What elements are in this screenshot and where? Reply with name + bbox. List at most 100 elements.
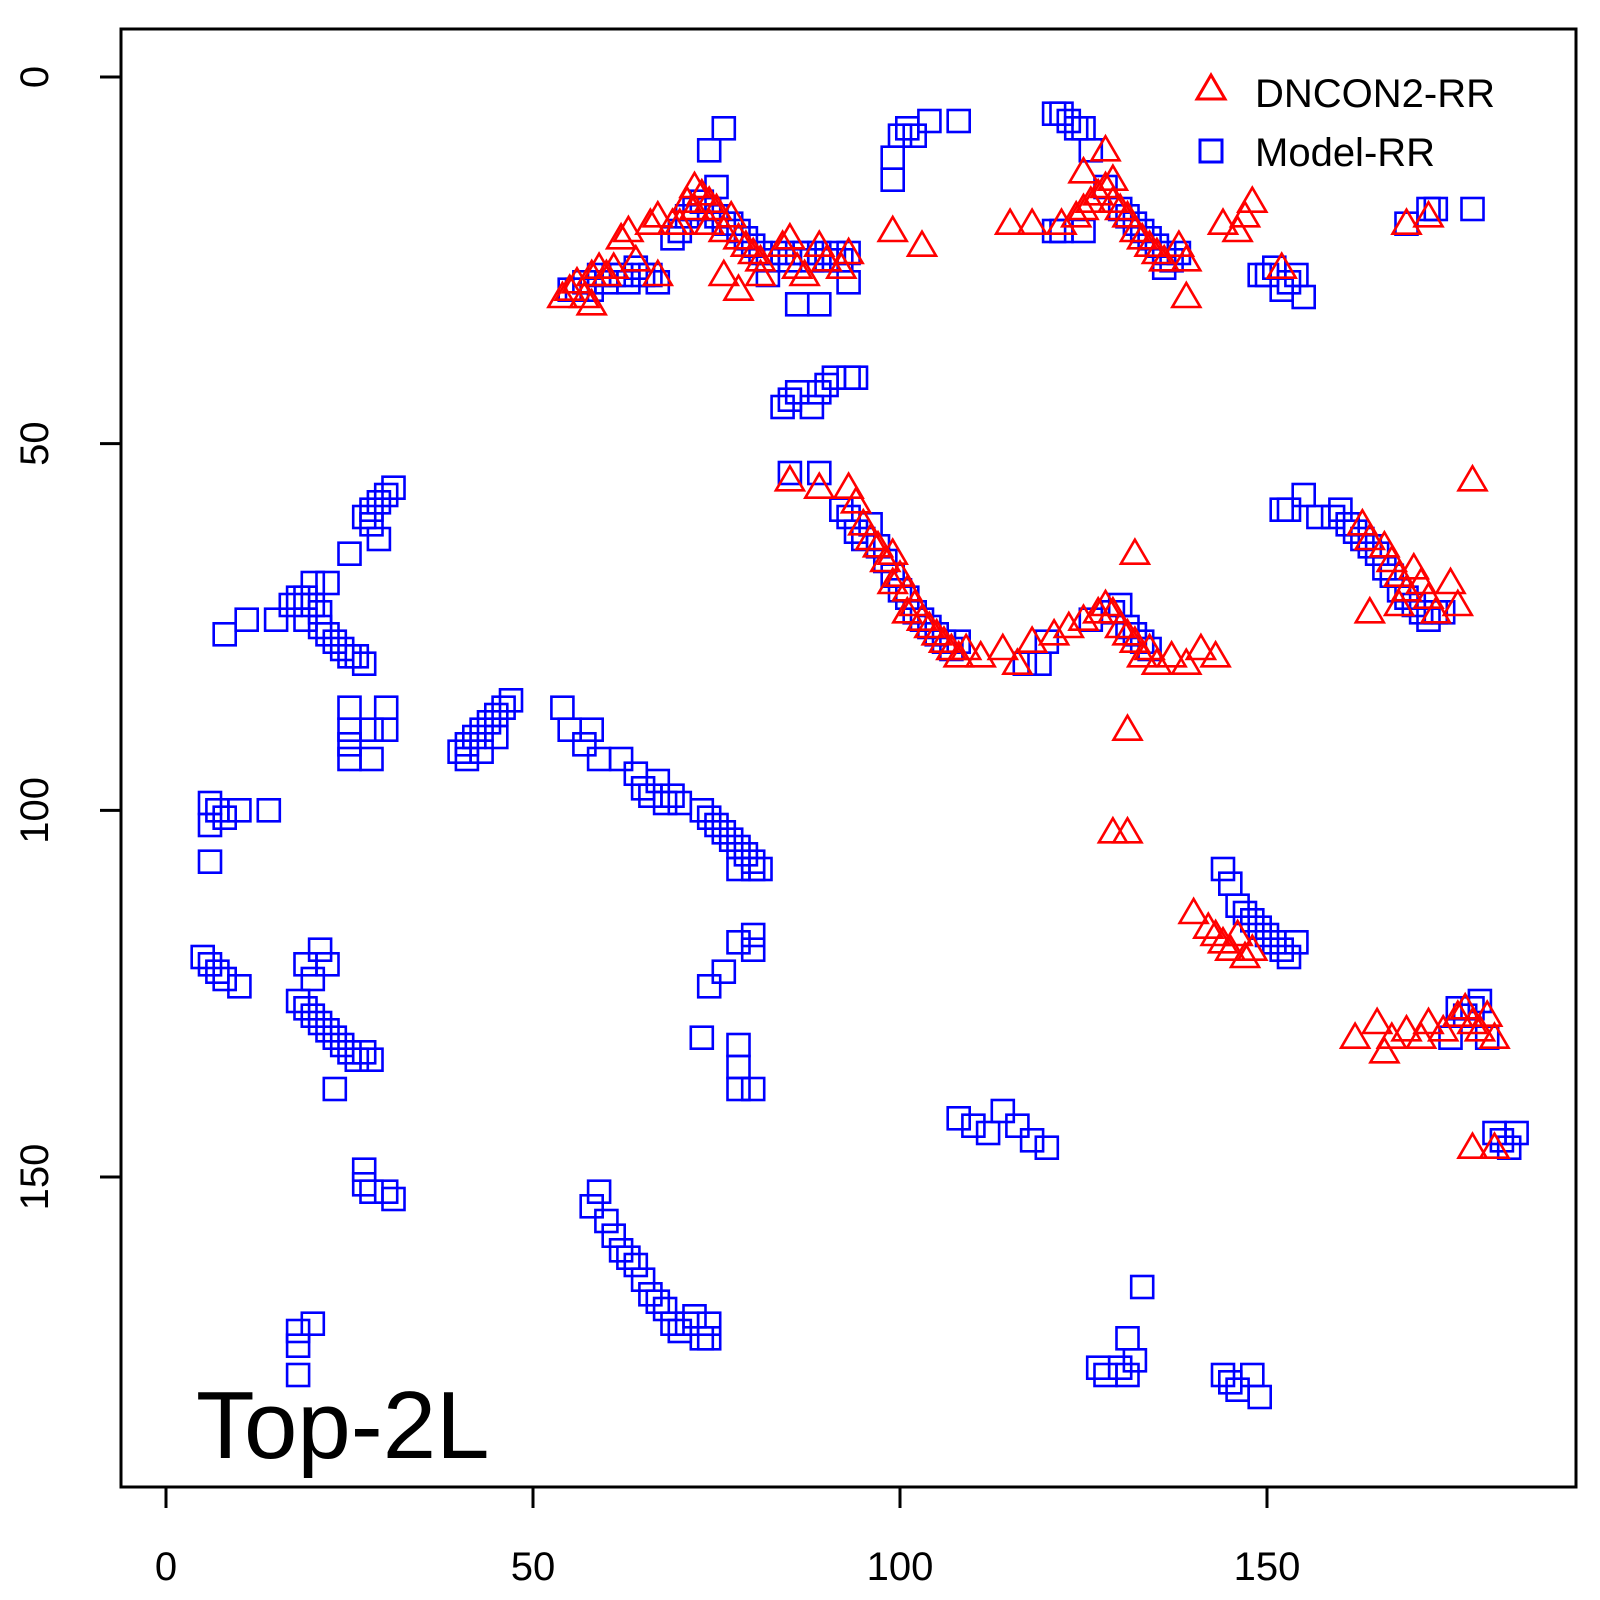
legend-label-model-rr: Model-RR: [1255, 131, 1435, 175]
dncon2-rr-point: [942, 639, 975, 668]
model-rr-point: [1320, 504, 1346, 530]
dncon2-rr-point: [641, 199, 675, 228]
dncon2-rr-point: [847, 507, 880, 536]
dncon2-rr-point: [1228, 199, 1262, 228]
dncon2-rr-point: [839, 485, 873, 514]
dncon2-rr-point: [1456, 1006, 1489, 1035]
model-rr-point: [337, 731, 362, 757]
model-rr-point: [1115, 1326, 1140, 1351]
dncon2-rr-point: [1368, 1035, 1401, 1064]
model-rr-point: [227, 973, 252, 999]
dncon2-rr-point: [714, 199, 748, 228]
x-tick-label: 0: [155, 1545, 177, 1589]
dncon2-rr-point: [1265, 251, 1298, 280]
dncon2-rr-point: [678, 192, 711, 221]
dncon2-rr-point: [949, 632, 983, 661]
dncon2-rr-point: [780, 251, 814, 280]
model-rr-point: [880, 167, 906, 192]
model-rr-point: [359, 1047, 384, 1072]
model-rr-point: [608, 746, 634, 772]
dncon2-rr-point: [663, 207, 697, 235]
dncon2-rr-point: [1441, 588, 1475, 617]
dncon2-rr-point: [964, 639, 997, 668]
model-rr-point: [726, 929, 751, 955]
dncon2-rr-point: [744, 243, 777, 272]
dncon2-rr-point: [1390, 1013, 1423, 1042]
model-rr-point: [718, 827, 744, 853]
dncon2-rr-point: [1434, 566, 1467, 595]
dncon2-rr-point: [993, 207, 1027, 235]
model-rr-point: [733, 841, 759, 867]
model-rr-point: [1254, 922, 1280, 948]
model-rr-point: [263, 607, 289, 633]
dncon2-rr-point: [1096, 595, 1130, 624]
dncon2-rr-point: [913, 610, 946, 639]
model-rr-point: [351, 504, 377, 530]
dncon2-rr-point: [825, 251, 858, 280]
dncon2-rr-point: [1133, 632, 1166, 661]
dncon2-rr-point: [1118, 214, 1152, 243]
dncon2-rr-point: [1456, 463, 1489, 492]
model-rr-point: [1504, 1120, 1529, 1146]
model-rr-point: [1284, 929, 1309, 955]
dncon2-rr-point: [1478, 1021, 1511, 1049]
model-rr-point: [660, 783, 685, 809]
model-rr-point: [902, 123, 928, 148]
y-tick-label: 0: [13, 66, 57, 88]
model-rr-point: [373, 695, 399, 721]
dncon2-rr-point: [1147, 243, 1181, 272]
dncon2-rr-point: [1353, 595, 1387, 624]
model-rr-point: [498, 687, 524, 713]
dncon2-rr-point: [1045, 207, 1078, 235]
dncon2-rr-point: [1089, 170, 1122, 199]
legend-triangle-icon: [1194, 72, 1228, 101]
legend-square-icon: [1198, 138, 1224, 164]
model-rr-point: [696, 1326, 722, 1351]
legend-label-dncon2-rr: DNCON2-RR: [1255, 72, 1495, 116]
dncon2-rr-point: [1111, 617, 1144, 646]
model-rr-point: [799, 394, 825, 420]
model-rr-point: [366, 526, 392, 552]
model-rr-point: [234, 607, 259, 633]
model-rr-point: [205, 959, 230, 985]
model-rr-point: [212, 621, 237, 647]
model-rr-point: [344, 1047, 370, 1072]
model-rr-point: [917, 108, 942, 134]
model-rr-point: [806, 379, 832, 405]
dncon2-rr-point: [1338, 1021, 1372, 1049]
dncon2-rr-point: [1214, 933, 1247, 962]
model-rr-point: [1210, 1362, 1236, 1388]
model-rr-point: [278, 592, 304, 618]
model-rr-point: [1276, 497, 1302, 523]
dncon2-rr-point: [1125, 221, 1159, 250]
model-rr-point: [704, 812, 729, 838]
model-rr-point: [1240, 907, 1265, 933]
dncon2-rr-point: [1236, 933, 1269, 962]
dncon2-rr-point: [1404, 566, 1438, 595]
dncon2-rr-point: [891, 595, 924, 624]
model-rr-point: [586, 1179, 612, 1204]
dncon2-rr-point: [707, 258, 741, 287]
model-rr-point: [630, 775, 656, 801]
dncon2-rr-point: [1412, 199, 1445, 228]
dncon2-rr-point: [1478, 1131, 1511, 1159]
dncon2-rr-point: [788, 258, 821, 287]
model-rr-point: [315, 570, 340, 596]
dncon2-rr-point: [1463, 1013, 1497, 1042]
model-rr-point: [1276, 269, 1302, 295]
model-rr-point: [1107, 1355, 1133, 1380]
model-rr-point: [212, 805, 237, 831]
model-rr-point: [961, 1113, 986, 1138]
dncon2-rr-point: [1111, 713, 1144, 742]
dncon2-rr-point: [1037, 617, 1071, 646]
model-rr-point: [373, 482, 399, 508]
model-rr-point: [711, 959, 737, 985]
model-rr-point: [689, 797, 715, 823]
model-rr-point: [381, 1186, 406, 1212]
model-rr-point: [770, 394, 795, 420]
model-rr-point: [975, 1120, 1001, 1146]
dncon2-rr-point: [1118, 625, 1152, 654]
model-rr-point: [843, 365, 869, 391]
model-rr-point: [285, 1333, 311, 1358]
